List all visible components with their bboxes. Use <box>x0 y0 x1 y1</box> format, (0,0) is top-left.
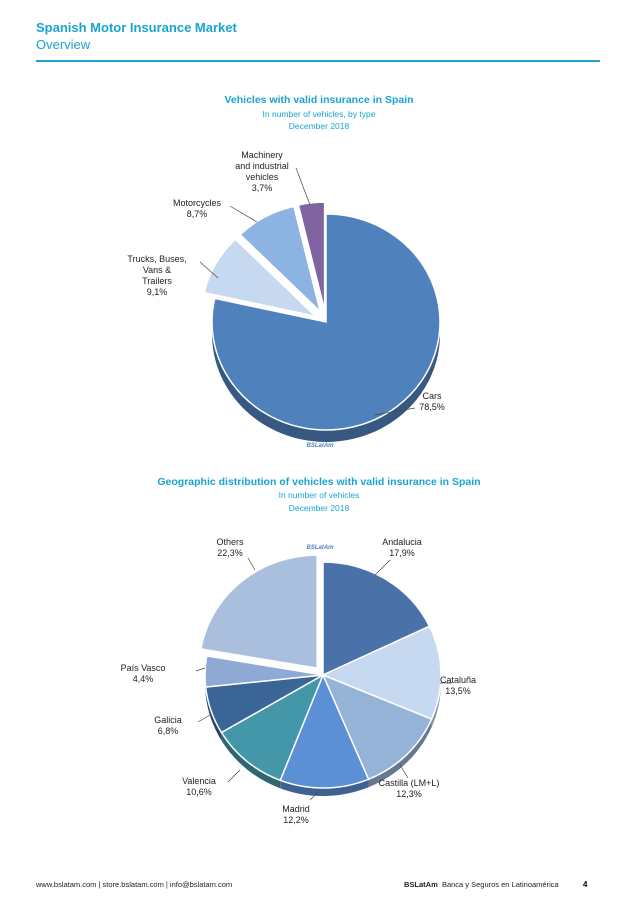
region-leader-madrid <box>309 791 319 801</box>
region-label-castilla-lm-l: Castilla (LM+L) 12,3% <box>379 778 440 799</box>
footer-links: www.bslatam.com | store.bslatam.com | in… <box>36 880 233 889</box>
region-label-valencia: Valencia 10,6% <box>182 776 216 797</box>
region-label-others: Others 22,3% <box>216 537 244 558</box>
vehicle-type-label-cars: Cars 78,5% <box>419 391 445 412</box>
chart1-date: December 2018 <box>288 121 350 131</box>
vehicle-type-label-machinery-and-industrial-vehicles: Machinery and industrial vehicles 3,7% <box>235 150 289 193</box>
region-label-andalucia: Andalucia 17,9% <box>382 537 422 558</box>
document-subtitle: Overview <box>36 37 91 52</box>
vehicle-type-slice-cars <box>211 213 441 431</box>
vehicle-type-leader-trucks-buses-vans-trailers <box>199 261 219 279</box>
header-divider <box>36 60 600 62</box>
region-slice-side-castilla-lm-l <box>368 719 432 788</box>
region-label-catalu-a: Cataluña 13,5% <box>440 675 476 696</box>
document-title: Spanish Motor Insurance Market <box>36 20 237 35</box>
region-slice-catalu-a <box>321 625 442 721</box>
footer-brand-name: BSLatAm <box>404 880 438 889</box>
chart1-subtitle: In number of vehicles, by type <box>262 109 376 119</box>
region-slice-madrid <box>279 673 370 789</box>
vehicle-type-pie-chart: Cars 78,5% Trucks, Buses, Vans & Trailers 9,1… <box>127 150 445 449</box>
footer-tagline: Banca y Seguros en Latinoamérica <box>441 880 559 889</box>
footer-brand: BSLatAm Banca y Seguros en Latinoamérica <box>404 880 559 889</box>
vehicle-type-slice-trucks-buses-vans-trailers <box>203 238 318 318</box>
region-label-pa-s-vasco: País Vasco 4,4% <box>121 663 166 684</box>
vehicle-type-label-motorcycles: Motorcycles 8,7% <box>173 198 222 219</box>
vehicle-type-slice-motorcycles <box>238 205 322 314</box>
region-leader-others <box>247 557 256 571</box>
region-leader-pa-s-vasco <box>195 667 206 672</box>
region-slice-andalucia <box>322 561 431 677</box>
geographic-pie-chart: Andalucia 17,9% Cataluña 13,5% Castilla (LM+… <box>121 537 476 825</box>
region-slice-others <box>200 554 318 670</box>
chart2-title: Geographic distribution of vehicles with… <box>157 476 481 488</box>
region-label-madrid: Madrid 12,2% <box>282 804 310 825</box>
region-slice-pa-s-vasco <box>204 655 324 688</box>
page-number: 4 <box>583 880 588 889</box>
region-label-galicia: Galicia 6,8% <box>154 715 182 736</box>
region-slice-valencia <box>220 673 325 782</box>
region-leader-galicia <box>197 714 211 723</box>
chart2-date: December 2018 <box>288 503 350 513</box>
vehicle-type-leader-machinery-and-industrial-vehicles <box>295 167 311 206</box>
region-leader-castilla-lm-l <box>399 764 409 779</box>
vehicle-type-slice-machinery-and-industrial-vehicles <box>297 201 326 311</box>
region-slice-castilla-lm-l <box>321 673 433 781</box>
vehicle-type-leader-cars <box>374 407 416 416</box>
vehicle-type-label-trucks-buses-vans-trailers: Trucks, Buses, Vans & Trailers 9,1% <box>127 254 186 297</box>
vehicle-type-leader-motorcycles <box>229 205 258 223</box>
chart1-title: Vehicles with valid insurance in Spain <box>224 94 414 106</box>
vehicle-type-watermark-logo: BSLatAm <box>306 443 334 449</box>
region-watermark-logo: BSLatAm <box>306 545 334 551</box>
chart2-subtitle: In number of vehicles <box>278 490 360 500</box>
region-leader-andalucia <box>374 559 391 576</box>
region-leader-valencia <box>227 769 241 783</box>
region-slice-side-madrid <box>280 779 369 797</box>
